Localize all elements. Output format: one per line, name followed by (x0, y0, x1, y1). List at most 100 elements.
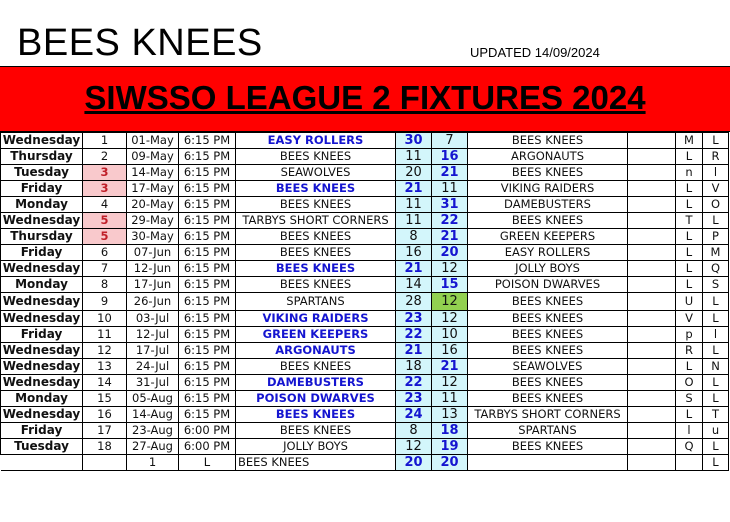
away-team-cell: BEES KNEES (467, 292, 628, 311)
time-cell: 6:15 PM (178, 326, 236, 343)
away-score-cell: 18 (431, 422, 468, 439)
code-cell-1: L (675, 196, 703, 213)
away-team-cell: BEES KNEES (467, 390, 628, 407)
date-cell: 27-Aug (126, 438, 179, 455)
blank-cell (627, 228, 676, 245)
fixtures-table: Wednesday 1 01-May 6:15 PM EASY ROLLERS 30 7 BE… (0, 132, 729, 471)
round-cell: 16 (82, 406, 127, 423)
blank-cell (627, 406, 676, 423)
round-cell: 10 (82, 310, 127, 327)
code-cell-2: O (702, 196, 729, 213)
away-team-cell: TARBYS SHORT CORNERS (467, 406, 628, 423)
away-team-cell: BEES KNEES (467, 212, 628, 229)
away-team-cell: SPARTANS (467, 422, 628, 439)
code-cell-2: T (702, 406, 729, 423)
away-score-cell: 31 (431, 196, 468, 213)
code-cell-2: L (702, 212, 729, 229)
code-cell-1: L (675, 358, 703, 375)
home-team-cell: POISON DWARVES (235, 390, 396, 407)
home-team-cell: TARBYS SHORT CORNERS (235, 212, 396, 229)
day-cell: Monday (0, 196, 83, 213)
time-cell: 6:15 PM (178, 164, 236, 181)
code-cell-1: l (675, 422, 703, 439)
blank-cell (627, 148, 676, 165)
date-cell: 07-Jun (126, 244, 179, 261)
home-team-cell: BEES KNEES (235, 196, 396, 213)
summary-team-cell: BEES KNEES (235, 454, 396, 471)
home-team-cell: VIKING RAIDERS (235, 310, 396, 327)
home-score-cell: 8 (395, 228, 432, 245)
day-cell: Friday (0, 326, 83, 343)
date-cell: 14-Aug (126, 406, 179, 423)
date-cell: 12-Jun (126, 260, 179, 277)
day-cell: Friday (0, 180, 83, 197)
home-score-cell: 21 (395, 260, 432, 277)
code-cell-2: R (702, 148, 729, 165)
away-score-cell: 12 (431, 292, 468, 311)
home-team-cell: BEES KNEES (235, 228, 396, 245)
day-cell: Wednesday (0, 292, 83, 311)
blank-cell (627, 132, 676, 149)
code-cell-2: N (702, 358, 729, 375)
away-team-cell: DAMEBUSTERS (467, 196, 628, 213)
away-score-cell: 10 (431, 326, 468, 343)
time-cell: 6:15 PM (178, 390, 236, 407)
home-score-cell: 30 (395, 132, 432, 149)
time-cell: 6:15 PM (178, 228, 236, 245)
code-cell-1: O (675, 374, 703, 391)
summary-result-cell: L (178, 454, 236, 471)
away-team-cell: BEES KNEES (467, 342, 628, 359)
blank-cell (627, 390, 676, 407)
away-team-cell: BEES KNEES (467, 132, 628, 149)
round-cell: 8 (82, 276, 127, 293)
home-team-cell: BEES KNEES (235, 276, 396, 293)
date-cell: 20-May (126, 196, 179, 213)
away-score-cell: 19 (431, 438, 468, 455)
away-score-cell: 11 (431, 390, 468, 407)
day-cell: Friday (0, 422, 83, 439)
code-cell-2: S (702, 276, 729, 293)
code-cell-2: Q (702, 260, 729, 277)
away-score-cell: 11 (431, 180, 468, 197)
away-team-cell: JOLLY BOYS (467, 260, 628, 277)
away-team-cell: EASY ROLLERS (467, 244, 628, 261)
round-cell: 15 (82, 390, 127, 407)
blank-cell (627, 310, 676, 327)
away-score-cell: 7 (431, 132, 468, 149)
away-team-cell: ARGONAUTS (467, 148, 628, 165)
date-cell: 14-May (126, 164, 179, 181)
code-cell-1: T (675, 212, 703, 229)
summary-away-score: 20 (431, 454, 468, 471)
home-score-cell: 11 (395, 196, 432, 213)
code-cell-1: U (675, 292, 703, 311)
away-score-cell: 15 (431, 276, 468, 293)
home-team-cell: GREEN KEEPERS (235, 326, 396, 343)
fixture-row: Thursday 5 30-May 6:15 PM BEES KNEES 8 21 GREEN… (0, 228, 729, 245)
away-team-cell: POISON DWARVES (467, 276, 628, 293)
time-cell: 6:15 PM (178, 244, 236, 261)
code-cell-2: P (702, 228, 729, 245)
time-cell: 6:15 PM (178, 310, 236, 327)
day-cell: Wednesday (0, 342, 83, 359)
day-cell: Tuesday (0, 164, 83, 181)
day-cell: Wednesday (0, 406, 83, 423)
code-cell-1: p (675, 326, 703, 343)
fixture-row: Monday 8 17-Jun 6:15 PM BEES KNEES 14 15 POISON… (0, 276, 729, 293)
updated-date: UPDATED 14/09/2024 (470, 45, 600, 60)
blank-cell (627, 454, 676, 471)
round-cell: 6 (82, 244, 127, 261)
home-team-cell: SPARTANS (235, 292, 396, 311)
code-cell-1: Q (675, 438, 703, 455)
away-score-cell: 12 (431, 374, 468, 391)
blank-cell (627, 438, 676, 455)
code-cell-2: L (702, 438, 729, 455)
blank-cell (467, 454, 628, 471)
fixture-row: Wednesday 7 12-Jun 6:15 PM BEES KNEES 21 12 JOL… (0, 260, 729, 277)
code-cell-1: L (675, 406, 703, 423)
round-cell: 3 (82, 180, 127, 197)
summary-row: 1 L BEES KNEES 20 20 L (0, 454, 729, 471)
code-cell-1: S (675, 390, 703, 407)
blank-cell (627, 374, 676, 391)
away-team-cell: BEES KNEES (467, 374, 628, 391)
away-score-cell: 21 (431, 358, 468, 375)
